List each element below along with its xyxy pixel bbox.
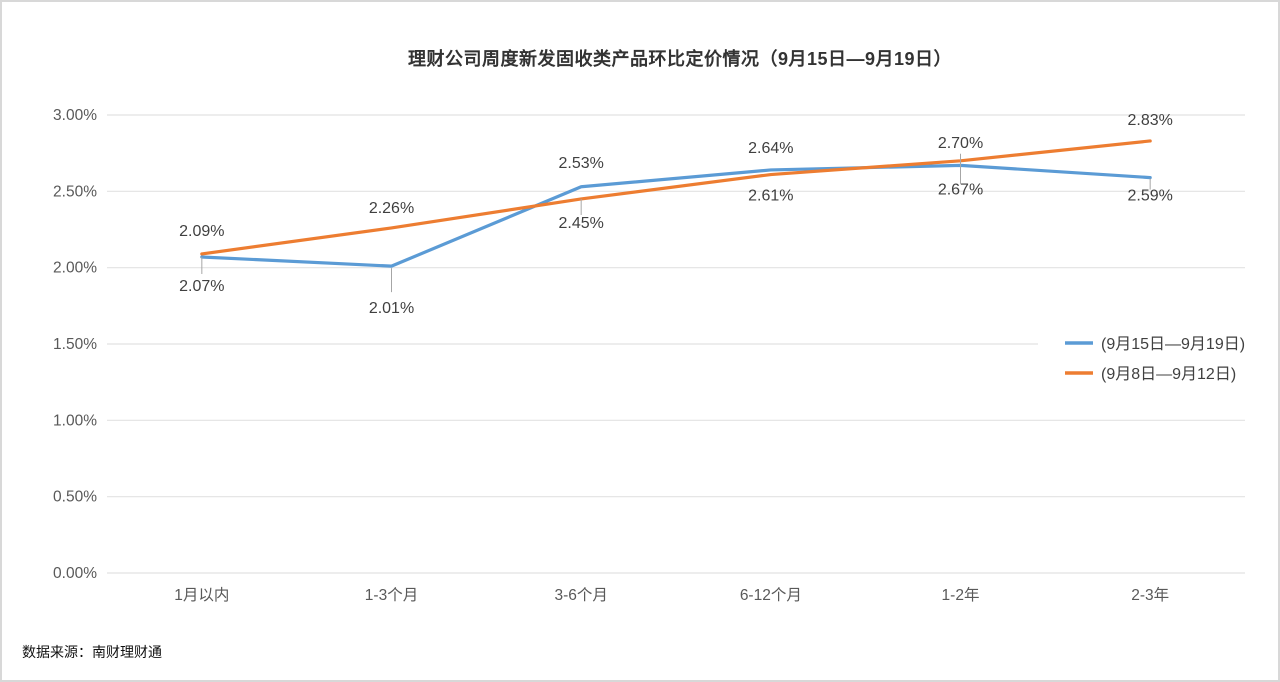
x-axis-label: 3-6个月 xyxy=(554,586,607,604)
y-tick-label: 2.50% xyxy=(53,183,97,200)
data-label: 2.07% xyxy=(179,278,224,295)
x-axis-label: 6-12个月 xyxy=(740,586,802,604)
y-tick-label: 1.00% xyxy=(53,412,97,429)
data-label: 2.45% xyxy=(558,215,603,232)
x-axis-label: 1-3个月 xyxy=(365,586,418,604)
data-label: 2.59% xyxy=(1127,188,1172,205)
legend-label-0: (9月15日—9月19日) xyxy=(1101,336,1245,353)
data-label: 2.64% xyxy=(748,140,793,157)
y-tick-label: 3.00% xyxy=(53,107,97,124)
y-tick-label: 0.50% xyxy=(53,489,97,506)
data-label: 2.09% xyxy=(179,223,224,240)
series-line-1 xyxy=(200,139,1152,256)
y-tick-label: 2.00% xyxy=(53,260,97,277)
x-axis-label: 2-3年 xyxy=(1131,586,1169,604)
data-label: 2.67% xyxy=(938,181,983,198)
y-tick-label: 0.00% xyxy=(53,565,97,582)
legend-label-1: (9月8日—9月12日) xyxy=(1101,366,1236,383)
y-tick-label: 1.50% xyxy=(53,336,97,353)
data-label: 2.01% xyxy=(369,300,414,317)
data-label: 2.70% xyxy=(938,135,983,152)
x-axis-label: 1月以内 xyxy=(174,586,229,604)
data-label: 2.53% xyxy=(558,155,603,172)
data-label: 2.26% xyxy=(369,200,414,217)
data-label: 2.83% xyxy=(1127,112,1172,129)
chart-title: 理财公司周度新发固收类产品环比定价情况（9月15日—9月19日） xyxy=(407,49,953,69)
source-note: 数据来源：南财理财通 xyxy=(22,644,162,660)
series-line-0 xyxy=(200,163,1152,268)
x-axis-label: 1-2年 xyxy=(942,586,980,604)
data-label: 2.61% xyxy=(748,188,793,205)
legend-background xyxy=(1038,322,1272,394)
